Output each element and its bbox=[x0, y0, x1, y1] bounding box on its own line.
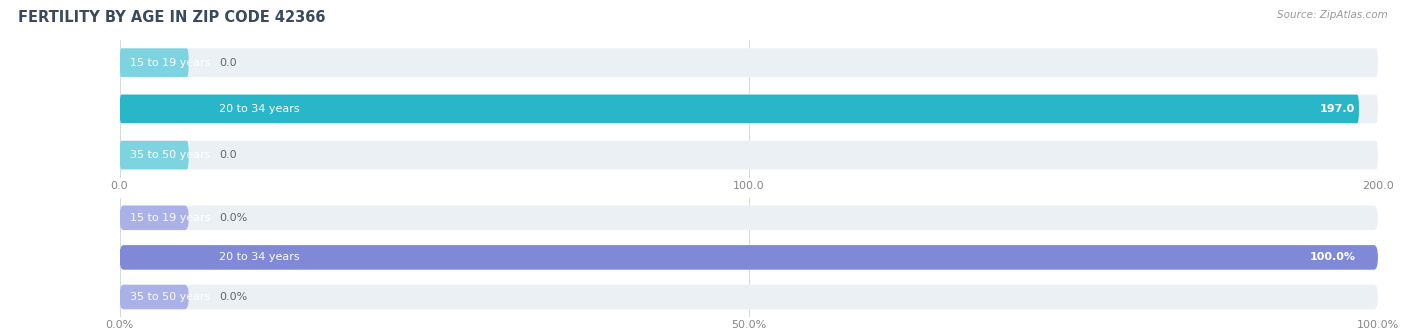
FancyBboxPatch shape bbox=[120, 285, 1378, 309]
Text: Source: ZipAtlas.com: Source: ZipAtlas.com bbox=[1277, 10, 1388, 20]
FancyBboxPatch shape bbox=[120, 141, 1378, 169]
FancyBboxPatch shape bbox=[120, 49, 1378, 77]
FancyBboxPatch shape bbox=[120, 95, 1378, 123]
Text: 35 to 50 years: 35 to 50 years bbox=[129, 150, 209, 160]
FancyBboxPatch shape bbox=[120, 206, 1378, 230]
Text: 20 to 34 years: 20 to 34 years bbox=[219, 252, 299, 262]
Text: 0.0%: 0.0% bbox=[219, 213, 247, 223]
FancyBboxPatch shape bbox=[120, 285, 188, 309]
Text: 0.0%: 0.0% bbox=[219, 292, 247, 302]
Text: 0.0: 0.0 bbox=[219, 150, 236, 160]
Text: 20 to 34 years: 20 to 34 years bbox=[219, 104, 299, 114]
FancyBboxPatch shape bbox=[120, 206, 188, 230]
FancyBboxPatch shape bbox=[120, 245, 1378, 270]
FancyBboxPatch shape bbox=[120, 95, 1360, 123]
FancyBboxPatch shape bbox=[120, 245, 1378, 270]
Text: 0.0: 0.0 bbox=[219, 58, 236, 68]
Text: FERTILITY BY AGE IN ZIP CODE 42366: FERTILITY BY AGE IN ZIP CODE 42366 bbox=[18, 10, 326, 25]
Text: 15 to 19 years: 15 to 19 years bbox=[129, 58, 209, 68]
Text: 100.0%: 100.0% bbox=[1309, 252, 1355, 262]
Text: 15 to 19 years: 15 to 19 years bbox=[129, 213, 209, 223]
FancyBboxPatch shape bbox=[120, 141, 188, 169]
Text: 35 to 50 years: 35 to 50 years bbox=[129, 292, 209, 302]
Text: 197.0: 197.0 bbox=[1320, 104, 1355, 114]
FancyBboxPatch shape bbox=[120, 49, 188, 77]
